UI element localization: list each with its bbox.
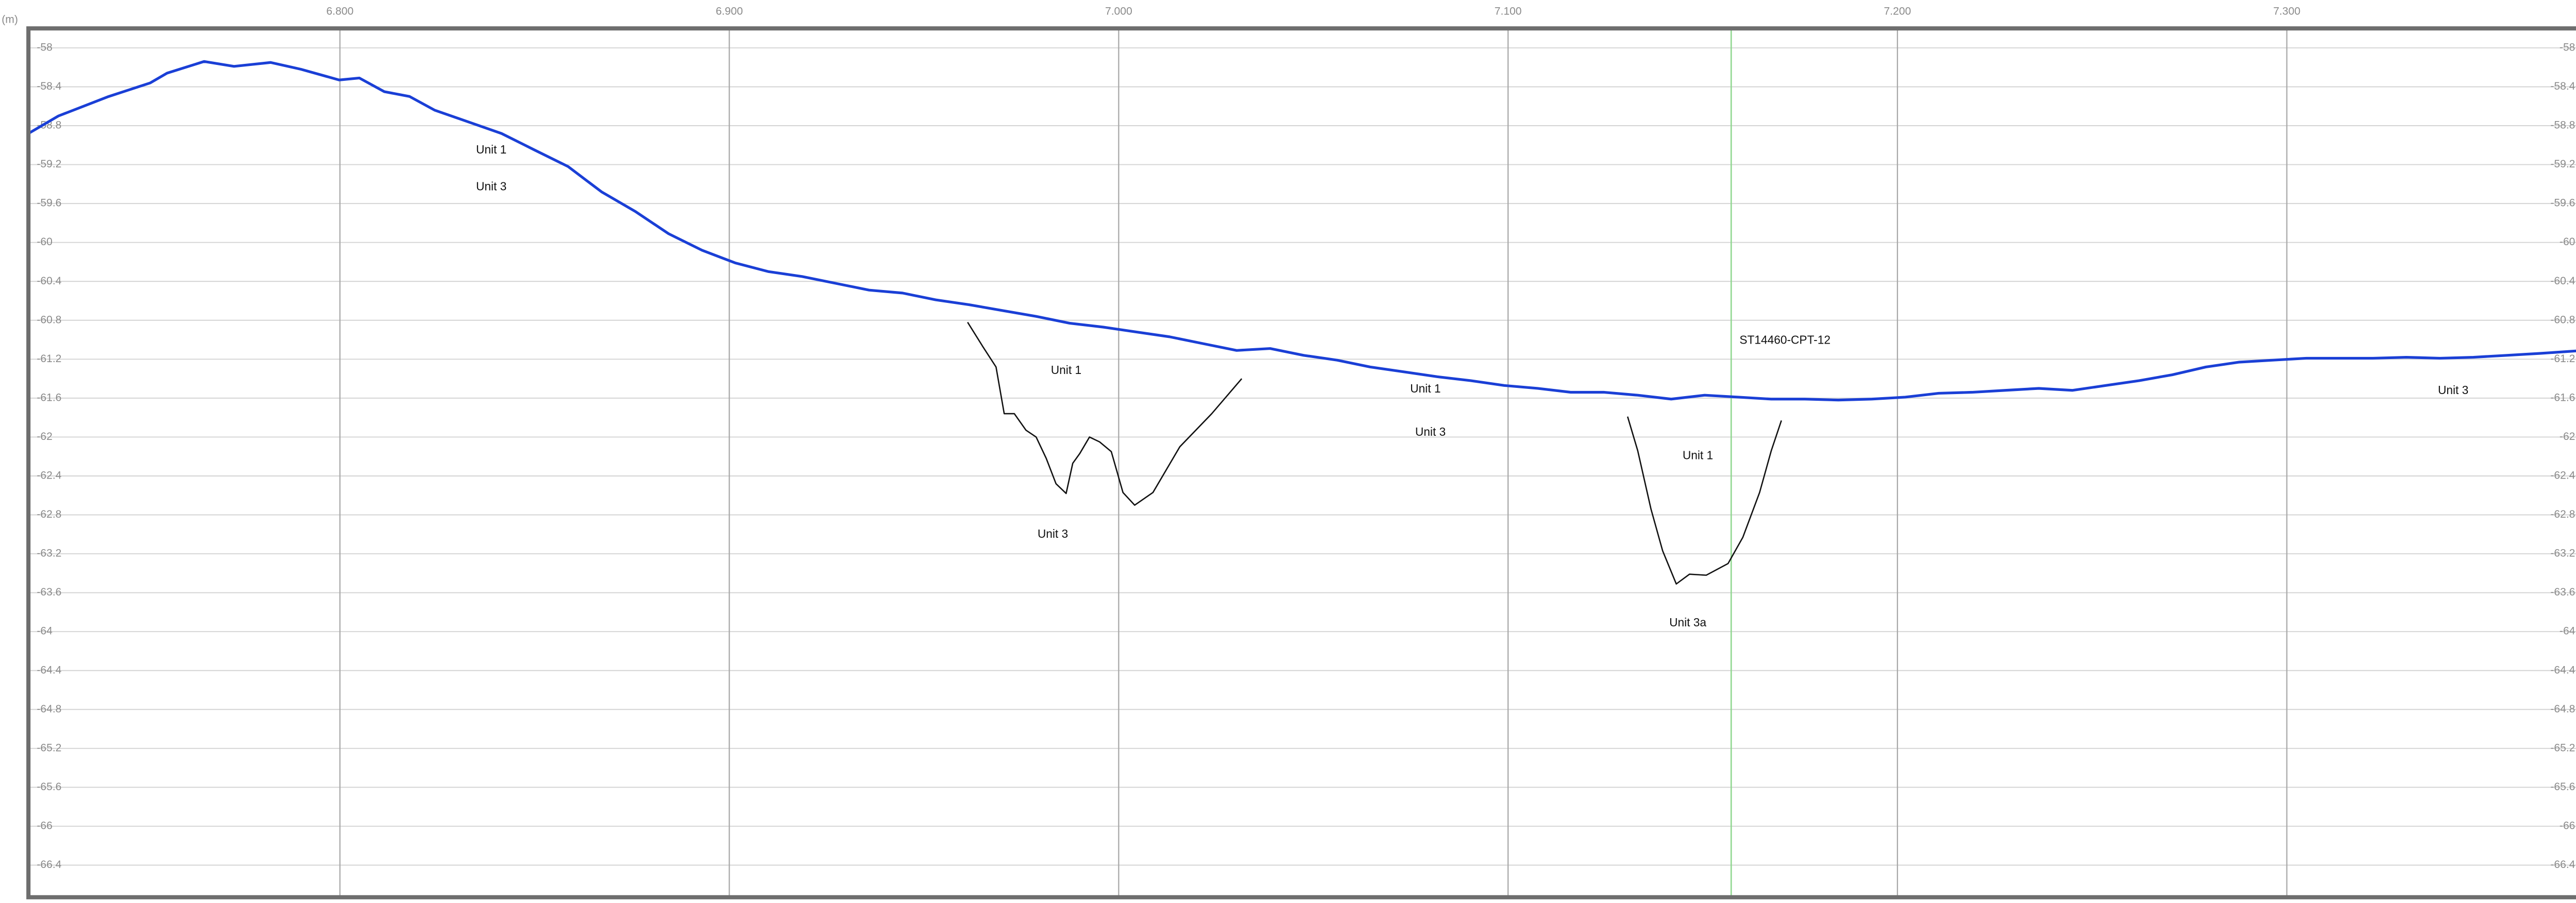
y-tick-label: -59.2 <box>2550 158 2575 170</box>
y-tick-label: -62 <box>37 431 52 442</box>
y-tick-label: -63.6 <box>37 586 61 598</box>
x-tick-label: 7.300 <box>2273 5 2300 17</box>
y-tick-label: -65.6 <box>2550 781 2575 793</box>
y-tick-label: -66 <box>37 820 52 831</box>
borehole-label: ST14460-CPT-12 <box>1739 333 1831 347</box>
y-tick-label: -59.6 <box>2550 197 2575 209</box>
y-tick-label: -64 <box>2560 625 2575 637</box>
y-tick-label: -58.8 <box>37 120 61 131</box>
y-tick-label: -64.4 <box>37 664 61 676</box>
unit-label: Unit 1 <box>1410 382 1440 395</box>
unit-label: Unit 1 <box>1683 449 1713 462</box>
y-tick-label: -58 <box>2560 41 2575 53</box>
y-tick-label: -63.6 <box>2550 586 2575 598</box>
y-tick-label: -60.8 <box>37 314 61 326</box>
x-tick-label: 7.100 <box>1495 5 1522 17</box>
unit-boundary <box>967 321 1243 506</box>
y-tick-label: -65.6 <box>37 781 61 793</box>
y-tick-label: -58.4 <box>2550 80 2575 92</box>
y-tick-label: -61.2 <box>37 353 61 365</box>
y-tick-label: -58.8 <box>2550 120 2575 131</box>
unit-label: Unit 3a <box>1669 616 1706 629</box>
y-tick-label: -59.2 <box>37 158 61 170</box>
y-tick-label: -64.8 <box>2550 703 2575 715</box>
seabed-line <box>27 60 2576 402</box>
y-tick-label: -61.6 <box>37 391 61 403</box>
y-tick-label: -60.4 <box>37 275 61 287</box>
y-tick-label: -61.6 <box>2550 391 2575 403</box>
y-tick-label: -62.4 <box>2550 470 2575 482</box>
y-tick-label: -61.2 <box>2550 353 2575 365</box>
y-tick-label: -60.4 <box>2550 275 2575 287</box>
y-tick-label: -60 <box>2560 236 2575 248</box>
y-tick-label: -58 <box>37 41 52 53</box>
x-tick-label: 6.900 <box>716 5 743 17</box>
y-tick-label: -62 <box>2560 431 2575 442</box>
y-tick-label: -62.4 <box>37 470 61 482</box>
y-tick-label: -63.2 <box>2550 548 2575 559</box>
y-tick-label: -62.8 <box>2550 508 2575 520</box>
unit-label: Unit 3 <box>476 179 506 193</box>
y-tick-label: -63.2 <box>37 548 61 559</box>
y-tick-label: -64.8 <box>37 703 61 715</box>
y-tick-label: -60 <box>37 236 52 248</box>
x-tick-label: 7.000 <box>1105 5 1132 17</box>
x-tick-label: 7.200 <box>1884 5 1911 17</box>
unit-label: Unit 1 <box>476 143 506 156</box>
y-axis-label: (m) <box>2 13 18 25</box>
y-tick-label: -64.4 <box>2550 664 2575 676</box>
x-tick-label: 6.800 <box>326 5 353 17</box>
unit-label: Unit 3 <box>1415 425 1446 438</box>
plot-frame <box>26 26 2576 899</box>
y-tick-label: -65.2 <box>37 742 61 754</box>
unit-boundary <box>1626 416 1782 585</box>
y-tick-label: -66.4 <box>37 859 61 871</box>
unit-label: Unit 3 <box>1038 527 1068 540</box>
y-tick-label: -66.4 <box>2550 859 2575 871</box>
y-tick-label: -62.8 <box>37 508 61 520</box>
y-tick-label: -59.6 <box>37 197 61 209</box>
y-tick-label: -58.4 <box>37 80 61 92</box>
unit-label: Unit 1 <box>1051 363 1081 377</box>
y-tick-label: -65.2 <box>2550 742 2575 754</box>
y-tick-label: -64 <box>37 625 53 637</box>
unit-label: Unit 3 <box>2438 383 2468 397</box>
y-tick-label: -60.8 <box>2550 314 2575 326</box>
y-tick-label: -66 <box>2560 820 2575 831</box>
